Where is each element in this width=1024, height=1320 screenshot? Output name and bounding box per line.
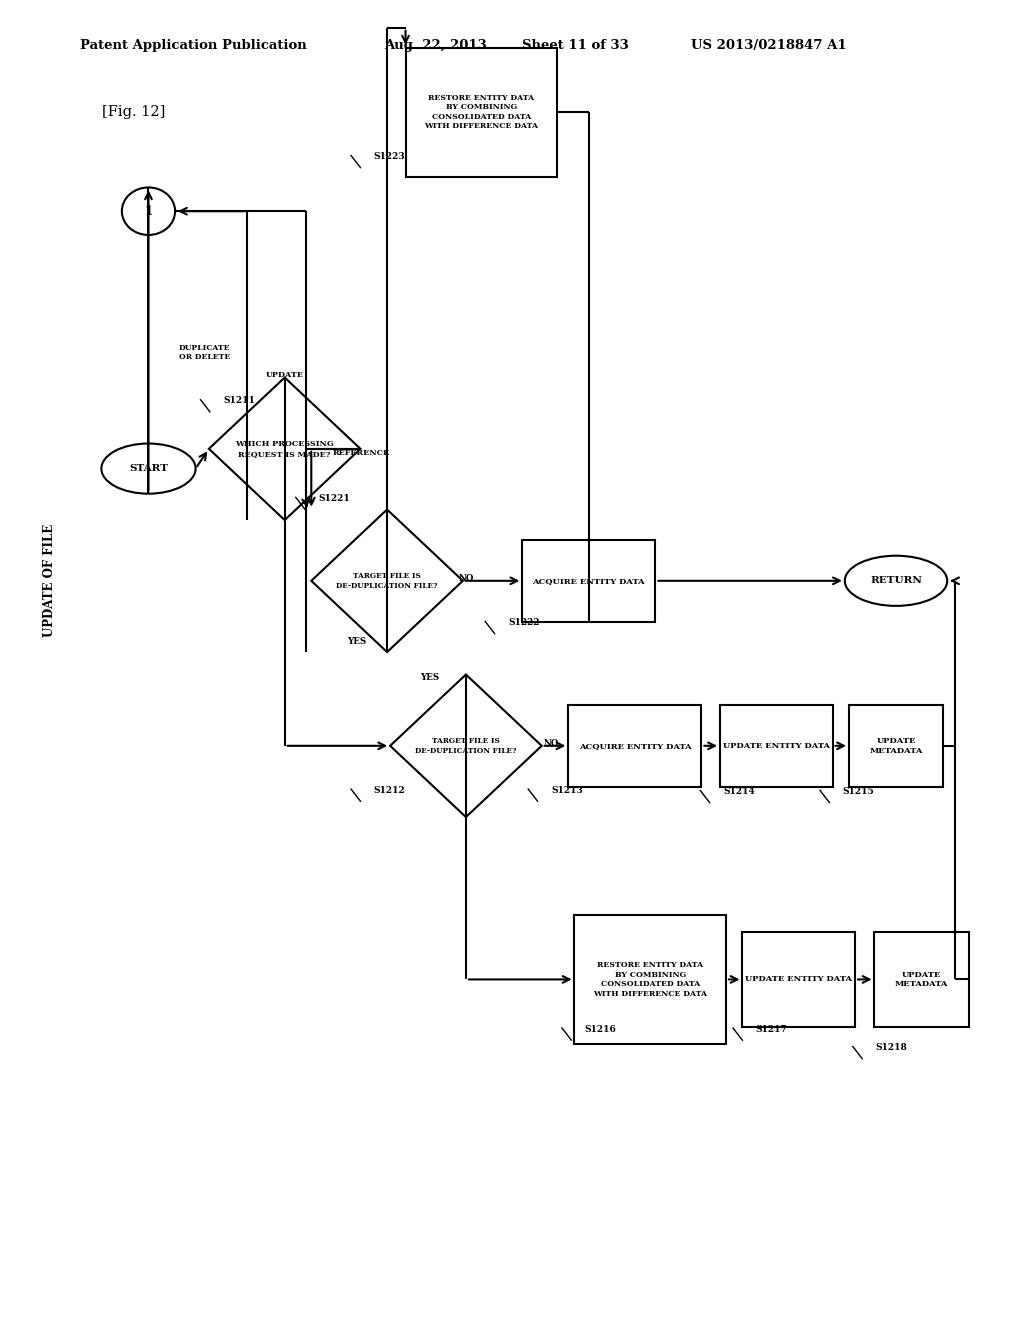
Bar (568, 705, 701, 787)
Text: S1218: S1218 (876, 1043, 907, 1052)
Text: S1217: S1217 (756, 1024, 787, 1034)
Bar (522, 540, 655, 622)
Bar (742, 932, 855, 1027)
Bar (874, 932, 969, 1027)
Text: ACQUIRE ENTITY DATA: ACQUIRE ENTITY DATA (532, 577, 645, 585)
Text: S1216: S1216 (585, 1024, 616, 1034)
Text: TARGET FILE IS
DE-DUPLICATION FILE?: TARGET FILE IS DE-DUPLICATION FILE? (415, 737, 517, 755)
Text: S1223: S1223 (374, 152, 406, 161)
Bar (849, 705, 943, 787)
Text: RESTORE ENTITY DATA
BY COMBINING
CONSOLIDATED DATA
WITH DIFFERENCE DATA: RESTORE ENTITY DATA BY COMBINING CONSOLI… (424, 94, 539, 131)
Bar (406, 48, 557, 177)
Text: S1221: S1221 (318, 494, 350, 503)
Text: UPDATE ENTITY DATA: UPDATE ENTITY DATA (723, 742, 829, 750)
Text: START: START (129, 465, 168, 473)
Text: TARGET FILE IS
DE-DUPLICATION FILE?: TARGET FILE IS DE-DUPLICATION FILE? (336, 572, 438, 590)
Text: UPDATE: UPDATE (265, 371, 304, 379)
Text: ACQUIRE ENTITY DATA: ACQUIRE ENTITY DATA (579, 742, 691, 750)
Text: [Fig. 12]: [Fig. 12] (102, 106, 166, 119)
Text: S1214: S1214 (723, 787, 755, 796)
Text: YES: YES (421, 673, 439, 681)
Text: Aug. 22, 2013: Aug. 22, 2013 (384, 38, 486, 51)
Text: S1215: S1215 (843, 787, 874, 796)
Text: Sheet 11 of 33: Sheet 11 of 33 (522, 38, 629, 51)
Text: UPDATE OF FILE: UPDATE OF FILE (43, 524, 55, 638)
Text: S1211: S1211 (223, 396, 255, 405)
Text: RESTORE ENTITY DATA
BY COMBINING
CONSOLIDATED DATA
WITH DIFFERENCE DATA: RESTORE ENTITY DATA BY COMBINING CONSOLI… (593, 961, 708, 998)
Text: S1212: S1212 (374, 785, 406, 795)
Text: RETURN: RETURN (870, 577, 922, 585)
Text: NO: NO (543, 739, 559, 747)
Text: UPDATE
METADATA: UPDATE METADATA (869, 737, 923, 755)
Bar (574, 915, 726, 1044)
Text: YES: YES (347, 638, 366, 645)
Text: UPDATE ENTITY DATA: UPDATE ENTITY DATA (745, 975, 852, 983)
Text: NO: NO (458, 574, 474, 582)
Text: S1213: S1213 (551, 785, 583, 795)
Text: US 2013/0218847 A1: US 2013/0218847 A1 (691, 38, 847, 51)
Text: REFERENCE: REFERENCE (333, 449, 390, 457)
Text: DUPLICATE
OR DELETE: DUPLICATE OR DELETE (179, 343, 230, 362)
Text: WHICH PROCESSING
REQUEST IS MADE?: WHICH PROCESSING REQUEST IS MADE? (236, 440, 334, 458)
Text: Patent Application Publication: Patent Application Publication (80, 38, 306, 51)
Text: S1222: S1222 (508, 618, 540, 627)
Text: UPDATE
METADATA: UPDATE METADATA (895, 970, 948, 989)
Bar (720, 705, 833, 787)
Text: 1: 1 (144, 205, 153, 218)
